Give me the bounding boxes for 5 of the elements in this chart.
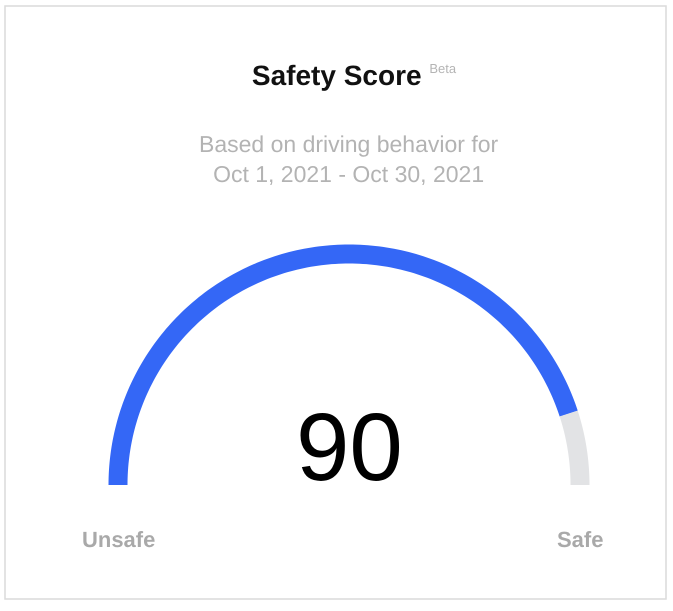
data-label: 90 xyxy=(296,394,403,501)
chart-subtitle: Based on driving behavior for Oct 1, 2021 - Oct 30, 2021 xyxy=(199,131,499,187)
chart-title: Safety Score $^{Beta}$ xyxy=(252,60,457,91)
text: Safe xyxy=(557,527,604,552)
text: Unsafe xyxy=(82,527,156,552)
